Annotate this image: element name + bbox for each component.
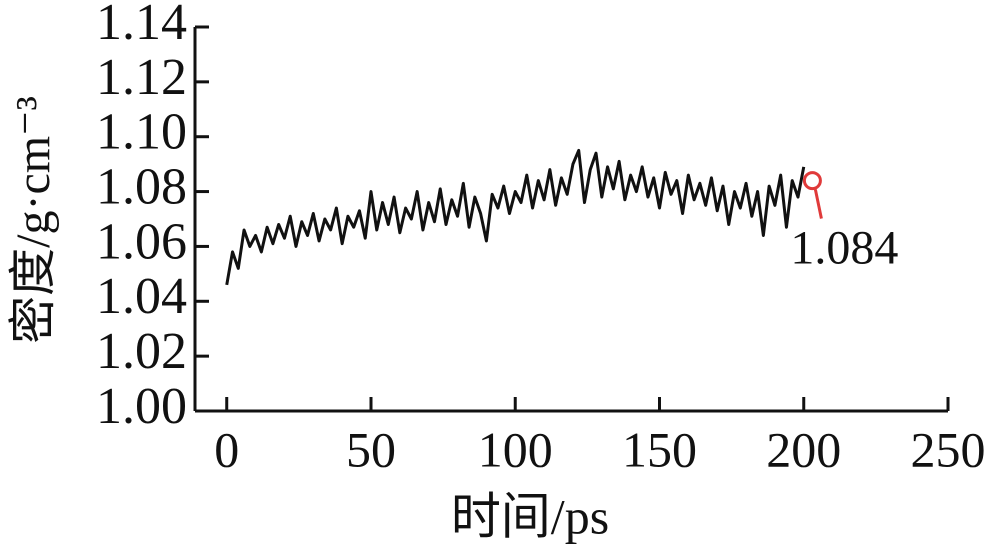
x-tick-label: 200 (766, 421, 841, 477)
y-tick-label: 1.02 (96, 323, 187, 380)
annotation-label: 1.084 (790, 222, 898, 275)
x-axis-label: 时间/ps (451, 488, 609, 544)
y-axis-label: 密度/g·cm⁻³ (7, 96, 60, 344)
annotation-marker (802, 171, 822, 191)
y-tick-label: 1.00 (96, 378, 187, 435)
y-tick-label: 1.06 (96, 213, 187, 270)
y-tick-label: 1.14 (96, 0, 187, 51)
x-tick-label: 150 (622, 421, 697, 477)
data-line (225, 148, 806, 286)
x-tick-label: 0 (214, 421, 239, 477)
x-tick-label: 50 (346, 421, 396, 477)
x-tick-label: 250 (911, 421, 986, 477)
y-tick-label: 1.12 (96, 49, 187, 106)
y-tick-label: 1.08 (96, 159, 187, 216)
annotation-leader (813, 189, 823, 219)
y-tick-label: 1.10 (96, 104, 187, 161)
y-tick-label: 1.04 (96, 268, 187, 325)
x-tick-label: 100 (478, 421, 553, 477)
